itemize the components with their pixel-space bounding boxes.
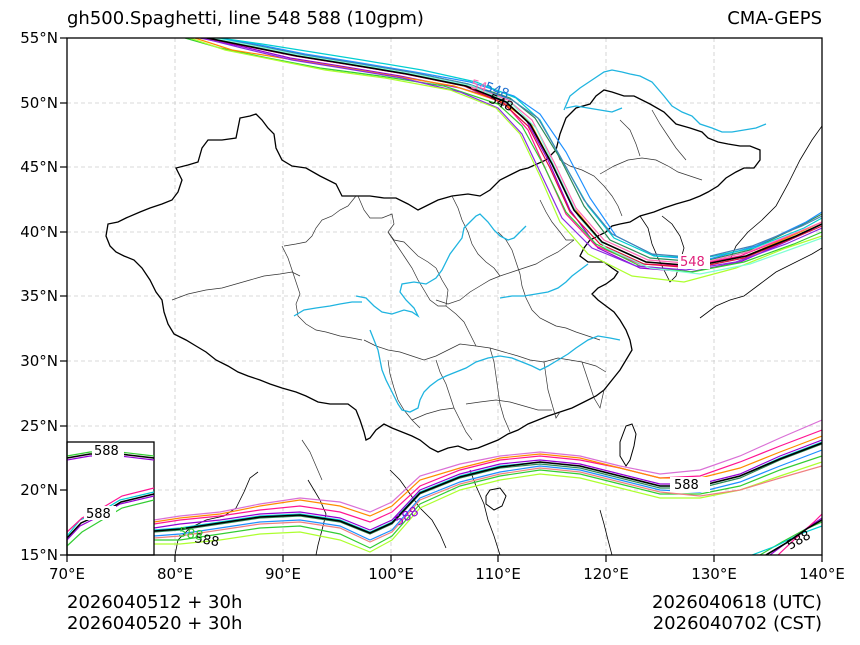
label-588-east: 588 [674,478,699,493]
inset-map: 588 588 [66,441,155,556]
x-tick-140: 140°E [799,565,845,583]
valid-time-cst: 2026040702 (CST) [652,613,822,634]
axis-ticks [60,37,823,562]
amur-river [563,69,767,133]
yellow-river [293,213,589,318]
province-borders [171,109,703,481]
label-588-se: 588 [785,528,814,553]
y-tick-45: 45°N [20,158,58,176]
japan-coast [699,125,822,319]
init-time-line-1: 2026040512 + 30h [67,592,243,613]
x-tick-110: 110°E [475,565,521,583]
y-tick-25: 25°N [20,417,58,435]
korea-coast [639,215,685,283]
x-tick-120: 120°E [583,565,629,583]
y-tick-15: 15°N [20,546,58,564]
x-tick-70: 70°E [48,565,86,583]
valid-time-block: 2026040618 (UTC) 2026040702 (CST) [652,592,822,634]
y-tick-30: 30°N [20,352,58,370]
y-tick-50: 50°N [20,94,58,112]
init-time-line-2: 2026040520 + 30h [67,613,243,634]
x-tick-90: 90°E [264,565,302,583]
label-548-east: 548 [680,255,705,270]
rivers [293,69,767,413]
taiwan-outline [619,423,637,467]
y-tick-40: 40°N [20,223,58,241]
contour-548-members [184,38,822,283]
hainan-outline [485,487,507,511]
label-588-w2: 588 [177,525,204,544]
label-588-west: 588 [193,531,220,550]
x-tick-80: 80°E [156,565,194,583]
yangtze-river [369,329,621,413]
init-time-block: 2026040512 + 30h 2026040520 + 30h [67,592,242,634]
model-name: CMA-GEPS [727,8,822,29]
inset-label-588-mid: 588 [86,507,111,522]
y-tick-20: 20°N [20,481,58,499]
china-border [105,89,761,453]
chart-title: gh500.Spaghetti, line 548 588 (10gpm) [67,8,424,29]
y-tick-35: 35°N [20,287,58,305]
inset-label-588-top: 588 [94,444,119,459]
label-548-north-3: 54 [469,77,489,96]
x-tick-100: 100°E [368,565,414,583]
valid-time-utc: 2026040618 (UTC) [652,592,822,613]
y-tick-55: 55°N [20,29,58,47]
x-tick-130: 130°E [691,565,737,583]
